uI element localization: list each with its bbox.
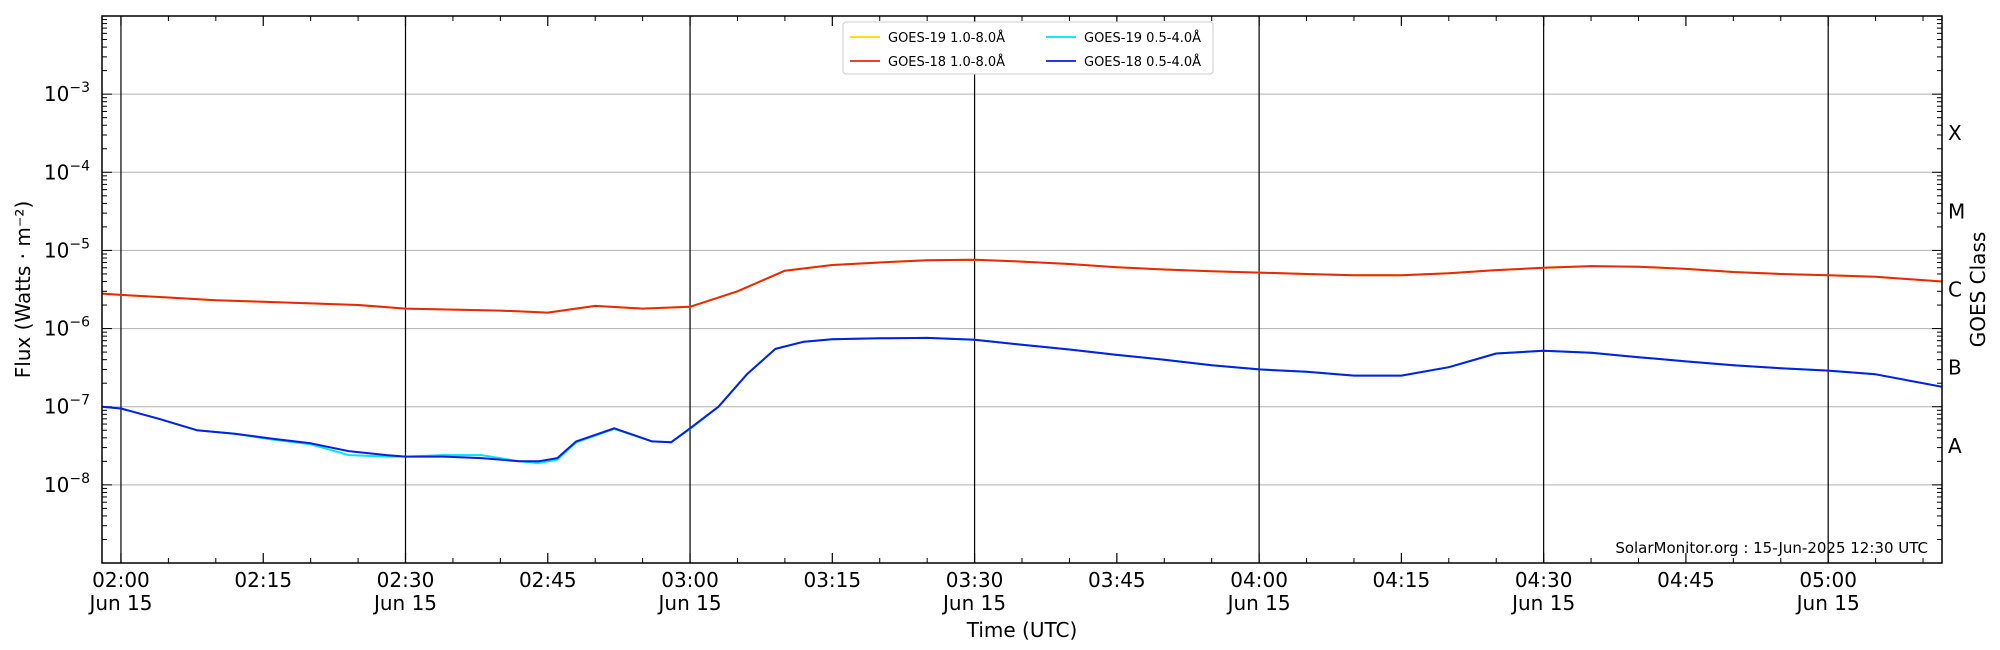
y-tick-label: 10−7	[44, 393, 90, 419]
x-tick-label: 03:15	[803, 568, 861, 592]
legend-label: GOES-19 0.5-4.0Å	[1084, 30, 1201, 46]
horizontal-grid	[102, 15, 1942, 564]
legend-label: GOES-18 0.5-4.0Å	[1084, 54, 1201, 70]
x-tick-label: 04:45	[1657, 568, 1715, 592]
x-tick-label: 03:45	[1088, 568, 1146, 592]
y-tick-label: 10−8	[44, 471, 90, 497]
footer-credit: SolarMonitor.org : 15-Jun-2025 12:30 UTC	[1615, 539, 1928, 557]
legend-label: GOES-19 1.0-8.0Å	[888, 30, 1005, 46]
x-tick-date-label: Jun 15	[1795, 591, 1860, 615]
x-tick-label: 02:45	[519, 568, 577, 592]
plot-frame	[101, 15, 1943, 564]
x-tick-date-label: Jun 15	[87, 591, 152, 615]
x-tick-date-label: Jun 15	[372, 591, 437, 615]
goes-class-label: X	[1948, 121, 1962, 145]
goes-class-title: GOES Class	[1966, 232, 1990, 348]
x-tick-label: 02:00	[92, 568, 150, 592]
legend-box	[842, 21, 1214, 75]
x-tick-label: 03:00	[661, 568, 719, 592]
y-tick-label: 10−5	[44, 236, 90, 262]
y-tick-label: 10−6	[44, 315, 90, 341]
x-tick-date-label: Jun 15	[1510, 591, 1575, 615]
x-tick-date-label: Jun 15	[941, 591, 1006, 615]
x-tick-label: 05:00	[1799, 568, 1857, 592]
x-tick-label: 02:15	[234, 568, 292, 592]
x-tick-label: 03:30	[946, 568, 1004, 592]
x-tick-label: 02:30	[377, 568, 435, 592]
vertical-grid	[120, 16, 1829, 563]
x-tick-label: 04:30	[1515, 568, 1573, 592]
x-tick-date-label: Jun 15	[1226, 591, 1291, 615]
series-line	[101, 258, 1943, 314]
goes-class-label: B	[1948, 356, 1962, 380]
x-tick-label: 04:00	[1230, 568, 1288, 592]
x-tick-date-label: Jun 15	[657, 591, 722, 615]
legend-label: GOES-18 1.0-8.0Å	[888, 54, 1005, 70]
y-tick-label: 10−4	[44, 158, 90, 184]
minor-ticks	[102, 19, 1942, 564]
goes-class-label: M	[1948, 199, 1965, 223]
legend: GOES-19 1.0-8.0Å GOES-19 0.5-4.0Å GOES-18 …	[842, 21, 1214, 75]
series-line	[101, 336, 1943, 465]
x-axis-title: Time (UTC)	[966, 618, 1078, 642]
series-layer	[101, 258, 1943, 465]
y-tick-label: 10−3	[44, 80, 90, 106]
y-axis-title: Flux (Watts · m⁻²)	[11, 201, 35, 379]
series-line	[101, 336, 1943, 463]
goes-class-axis: A B C M X	[1948, 121, 1965, 458]
x-tick-label: 04:15	[1373, 568, 1431, 592]
goes-class-label: A	[1948, 434, 1962, 458]
y-axis: 10−8 10−7 10−6 10−5 10−4 10−3	[44, 80, 90, 497]
goes-class-label: C	[1948, 278, 1962, 302]
